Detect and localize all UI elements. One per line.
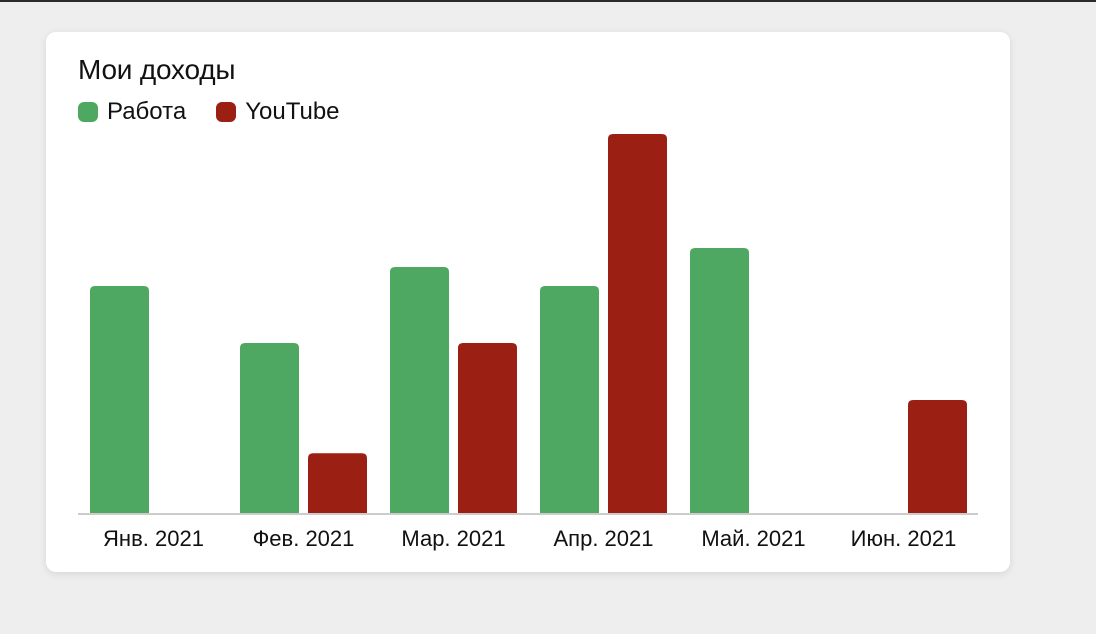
x-tick-label-0: Янв. 2021: [103, 526, 204, 551]
income-chart-card: Мои доходы Работа YouTube Янв. 2021 Фев. …: [46, 32, 1010, 572]
bar-chart-plot: Янв. 2021 Фев. 2021 Мар. 2021 Апр. 2021 Май.…: [78, 134, 978, 551]
x-tick-label-3: Апр. 2021: [554, 526, 654, 551]
bar-youtube-3[interactable]: [608, 134, 667, 514]
bar-youtube-2[interactable]: [458, 343, 517, 514]
bar-youtube-1[interactable]: [308, 453, 367, 514]
bar-work-2[interactable]: [390, 267, 449, 514]
bar-work-0[interactable]: [90, 286, 149, 514]
x-tick-label-2: Мар. 2021: [401, 526, 505, 551]
bar-youtube-5[interactable]: [908, 400, 967, 514]
x-tick-label-5: Июн. 2021: [851, 526, 957, 551]
legend-item-work[interactable]: Работа: [78, 98, 186, 126]
legend-item-youtube[interactable]: YouTube: [216, 98, 340, 126]
bars-group: [90, 134, 967, 514]
window-top-border: [0, 0, 1096, 2]
x-tick-labels: Янв. 2021 Фев. 2021 Мар. 2021 Апр. 2021 Май.…: [103, 526, 956, 551]
bar-work-1[interactable]: [240, 343, 299, 514]
chart-legend: Работа YouTube: [78, 98, 370, 126]
bar-work-4[interactable]: [690, 248, 749, 514]
legend-label-work: Работа: [107, 98, 187, 125]
x-tick-label-4: Май. 2021: [701, 526, 805, 551]
legend-label-youtube: YouTube: [245, 98, 340, 125]
legend-swatch-youtube: [216, 102, 237, 122]
bar-work-3[interactable]: [540, 286, 599, 514]
chart-title: Мои доходы: [78, 54, 236, 85]
x-tick-label-1: Фев. 2021: [253, 526, 355, 551]
legend-swatch-work: [78, 102, 98, 122]
